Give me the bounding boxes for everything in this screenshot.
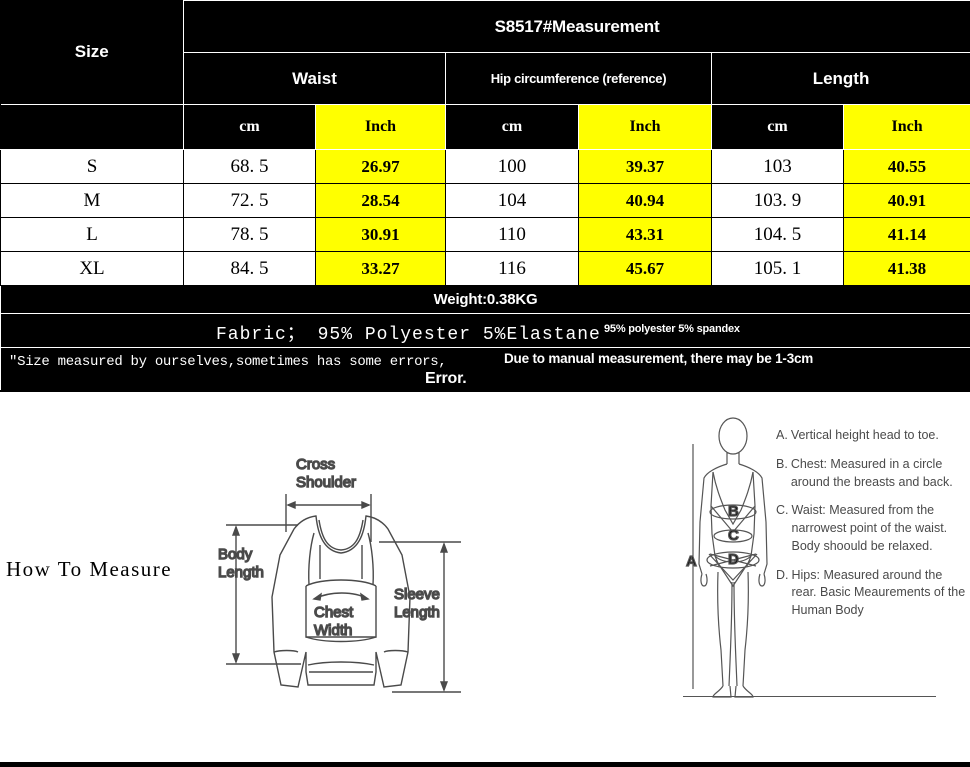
cell-hip-inch: 45.67 [578,251,712,286]
cell-length-cm: 104. 5 [711,217,844,252]
measurement-table-container: Size S8517#Measurement Waist Hip circumf… [0,0,970,393]
chart-title: S8517#Measurement [182,0,970,53]
legend-key-b: B. [776,456,788,471]
cell-waist-inch: 33.27 [315,251,446,286]
table-row: XL 84. 5 33.27 116 45.67 105. 1 41.38 [0,251,970,286]
cell-hip-cm: 116 [445,251,579,286]
garment-measure-diagram: Cross Shoulder Body Length [196,447,486,712]
how-to-measure-title: How To Measure [6,557,173,581]
legend-text-b: Chest: Measured in a circle around the b… [790,456,953,489]
cell-size: S [0,149,184,184]
unit-hip-inch: Inch [578,104,712,150]
disclaimer-right: Due to manual measurement, there may be … [504,351,814,366]
weight-row: Weight:0.38KG [0,285,970,314]
fabric-row: Fabric； 95% Polyester 5%Elastane 95% pol… [0,313,970,348]
cell-length-inch: 41.38 [842,251,970,286]
label-chest-width-line1: Chest [314,604,354,621]
disclaimer-row: ″Size measured by ourselves,sometimes ha… [0,347,970,393]
table-row: M 72. 5 28.54 104 40.94 103. 9 40.91 [0,183,970,218]
legend-text-d: Hips: Measured around the rear. Basic Me… [791,567,966,618]
cell-hip-cm: 104 [445,183,579,218]
disclaimer-left: ″Size measured by ourselves,sometimes ha… [9,354,447,370]
legend-key-d: D. [776,567,789,582]
label-body-length-line1: Body [218,546,253,563]
label-cross-shoulder-line2: Shoulder [296,474,356,491]
how-to-measure-section: How To Measure [0,390,970,767]
cell-length-inch: 40.55 [842,149,970,184]
group-header-row: Waist Hip circumference (reference) Leng… [1,52,970,105]
table-row: L 78. 5 30.91 110 43.31 104. 5 41.14 [0,217,970,252]
disclaimer-error: Error. [425,370,467,387]
sweater-outline [271,515,411,688]
unit-length-inch: Inch [842,104,970,150]
cell-length-cm: 103. 9 [711,183,844,218]
female-figure-outline [698,417,768,698]
cell-hip-cm: 100 [445,149,579,184]
body-letter-b: B [728,503,739,520]
legend-text-c: Waist: Measured from the narrowest point… [791,503,948,553]
fabric-composition-overlay: 95% polyester 5% spandex [604,323,740,335]
unit-length-cm: cm [711,104,844,150]
cell-waist-cm: 72. 5 [183,183,316,218]
label-sleeve-length-line1: Sleeve [394,586,440,603]
unit-header-row: cm Inch cm Inch cm Inch [0,104,970,150]
legend-item: C. Waist: Measured from the narrowest po… [776,502,966,555]
group-header-waist: Waist [183,52,446,105]
cell-length-cm: 103 [711,149,844,184]
label-body-length-line2: Length [218,564,264,581]
measurement-legend: A. Vertical height head to toe. B. Chest… [776,427,966,631]
body-letter-d: D [728,551,739,568]
cell-hip-inch: 40.94 [578,183,712,218]
cell-size: M [0,183,184,218]
cell-length-inch: 41.14 [842,217,970,252]
size-header-cell: Size [0,0,184,105]
body-measure-diagram: A B C D [683,414,783,719]
label-chest-width-line2: Width [314,622,352,639]
body-svg: A B C D [685,417,768,698]
group-header-hip: Hip circumference (reference) [445,52,712,105]
body-letter-c: C [728,527,739,544]
cell-length-cm: 105. 1 [711,251,844,286]
label-sleeve-length-line2: Length [394,604,440,621]
legend-key-a: A. [776,428,788,442]
legend-item: A. Vertical height head to toe. [776,427,966,445]
cell-waist-inch: 26.97 [315,149,446,184]
sleeve-length-dimension [379,541,461,693]
disclaimer-cell: ″Size measured by ourselves,sometimes ha… [0,347,970,393]
label-cross-shoulder-line1: Cross [296,456,335,473]
body-letter-a: A [686,553,697,570]
legend-divider [683,696,936,697]
unit-row-spacer [0,104,184,150]
table-row: S 68. 5 26.97 100 39.37 103 40.55 [0,149,970,184]
legend-item: D. Hips: Measured around the rear. Basic… [776,567,966,620]
cell-waist-inch: 28.54 [315,183,446,218]
body-length-dimension [226,524,301,665]
chest-width-dimension [312,592,370,601]
fabric-composition: Fabric； 95% Polyester 5%Elastane [216,325,601,345]
cell-waist-cm: 68. 5 [183,149,316,184]
cell-hip-inch: 39.37 [578,149,712,184]
cell-hip-inch: 43.31 [578,217,712,252]
fabric-cell: Fabric； 95% Polyester 5%Elastane 95% pol… [0,313,970,348]
garment-svg: Cross Shoulder Body Length [217,455,461,693]
legend-text-a: Vertical height head to toe. [790,428,939,442]
cell-waist-inch: 30.91 [315,217,446,252]
table-title-row: Size S8517#Measurement [0,0,970,105]
weight-text: Weight:0.38KG [0,285,970,314]
cell-waist-cm: 84. 5 [183,251,316,286]
unit-hip-cm: cm [445,104,579,150]
cell-waist-cm: 78. 5 [183,217,316,252]
measurement-table: Size S8517#Measurement Waist Hip circumf… [0,0,970,393]
cell-length-inch: 40.91 [842,183,970,218]
measurement-bands [706,504,760,581]
legend-key-c: C. [776,503,789,518]
group-header-length: Length [710,52,970,105]
unit-waist-cm: cm [183,104,316,150]
cell-hip-cm: 110 [445,217,579,252]
cell-size: L [0,217,184,252]
cell-size: XL [0,251,184,286]
legend-item: B. Chest: Measured in a circle around th… [776,456,966,492]
unit-waist-inch: Inch [315,104,446,150]
